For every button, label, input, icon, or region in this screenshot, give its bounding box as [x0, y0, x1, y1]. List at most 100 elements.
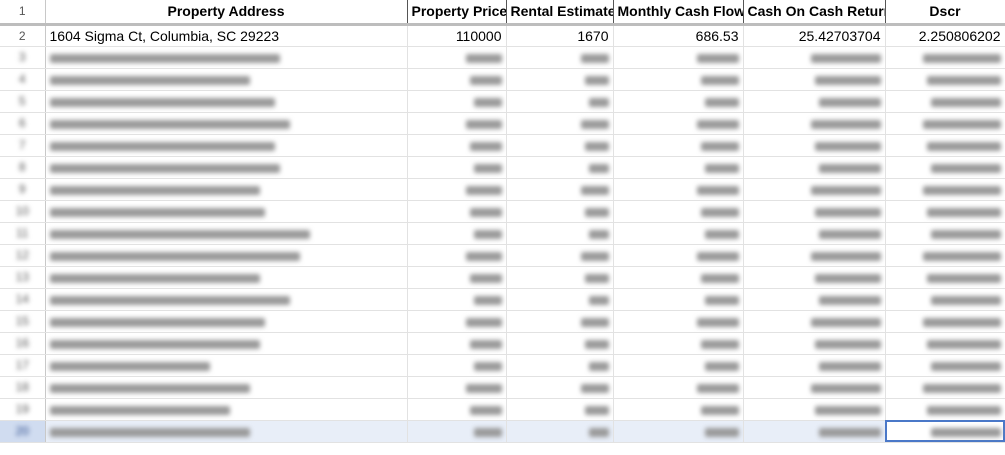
cell-rental[interactable] — [506, 398, 614, 421]
cell-dscr[interactable] — [885, 156, 1005, 179]
cell-address[interactable] — [45, 112, 408, 135]
row-number[interactable]: 19 — [0, 398, 46, 421]
cell-rental[interactable] — [506, 46, 614, 69]
cell-address[interactable] — [45, 46, 408, 69]
cell-address[interactable] — [45, 134, 408, 157]
cell-dscr[interactable] — [885, 310, 1005, 333]
cell-dscr[interactable] — [885, 46, 1005, 69]
cell-coc-return[interactable] — [743, 134, 886, 157]
cell-dscr[interactable] — [885, 288, 1005, 311]
row-number[interactable]: 20 — [0, 420, 46, 443]
cell-address[interactable] — [45, 420, 408, 443]
cell-rental[interactable] — [506, 68, 614, 91]
cell-rental[interactable] — [506, 156, 614, 179]
row-number[interactable]: 11 — [0, 222, 46, 245]
column-header-address[interactable]: Property Address — [45, 0, 408, 26]
row-number[interactable]: 6 — [0, 112, 46, 135]
cell-address[interactable] — [45, 90, 408, 113]
cell-rental[interactable] — [506, 112, 614, 135]
row-number[interactable]: 12 — [0, 244, 46, 267]
cell-address[interactable] — [45, 332, 408, 355]
cell-rental[interactable] — [506, 134, 614, 157]
cell-dscr[interactable] — [885, 90, 1005, 113]
cell-cash-flow[interactable] — [613, 266, 744, 289]
cell-price[interactable] — [407, 376, 507, 399]
cell-coc-return[interactable] — [743, 90, 886, 113]
cell-coc-return[interactable] — [743, 420, 886, 443]
row-number[interactable]: 14 — [0, 288, 46, 311]
cell-rental[interactable]: 1670 — [506, 24, 614, 47]
cell-rental[interactable] — [506, 288, 614, 311]
cell-coc-return[interactable] — [743, 376, 886, 399]
cell-dscr[interactable] — [885, 68, 1005, 91]
cell-address[interactable] — [45, 310, 408, 333]
cell-dscr[interactable] — [885, 420, 1005, 443]
column-header-dscr[interactable]: Dscr — [885, 0, 1005, 26]
cell-cash-flow[interactable] — [613, 90, 744, 113]
cell-cash-flow[interactable] — [613, 420, 744, 443]
cell-cash-flow[interactable] — [613, 398, 744, 421]
cell-cash-flow[interactable] — [613, 332, 744, 355]
cell-address[interactable] — [45, 68, 408, 91]
cell-coc-return[interactable] — [743, 46, 886, 69]
cell-cash-flow[interactable] — [613, 354, 744, 377]
cell-coc-return[interactable] — [743, 222, 886, 245]
row-number[interactable]: 18 — [0, 376, 46, 399]
cell-rental[interactable] — [506, 178, 614, 201]
row-number[interactable]: 8 — [0, 156, 46, 179]
cell-rental[interactable] — [506, 244, 614, 267]
cell-cash-flow[interactable] — [613, 200, 744, 223]
column-header-cash-flow[interactable]: Monthly Cash Flow — [613, 0, 744, 26]
cell-coc-return[interactable] — [743, 178, 886, 201]
cell-dscr[interactable] — [885, 222, 1005, 245]
cell-cash-flow[interactable] — [613, 68, 744, 91]
cell-dscr[interactable] — [885, 134, 1005, 157]
cell-rental[interactable] — [506, 266, 614, 289]
cell-coc-return[interactable] — [743, 68, 886, 91]
cell-cash-flow[interactable] — [613, 112, 744, 135]
cell-price[interactable] — [407, 178, 507, 201]
cell-coc-return[interactable] — [743, 112, 886, 135]
cell-coc-return[interactable]: 25.42703704 — [743, 24, 886, 47]
row-number[interactable]: 10 — [0, 200, 46, 223]
cell-price[interactable] — [407, 90, 507, 113]
cell-cash-flow[interactable] — [613, 288, 744, 311]
cell-coc-return[interactable] — [743, 200, 886, 223]
cell-cash-flow[interactable] — [613, 222, 744, 245]
row-number[interactable]: 1 — [0, 0, 46, 26]
cell-coc-return[interactable] — [743, 310, 886, 333]
cell-address[interactable] — [45, 178, 408, 201]
cell-dscr[interactable] — [885, 112, 1005, 135]
cell-address[interactable] — [45, 222, 408, 245]
cell-dscr[interactable] — [885, 178, 1005, 201]
cell-coc-return[interactable] — [743, 354, 886, 377]
cell-cash-flow[interactable] — [613, 178, 744, 201]
cell-cash-flow[interactable] — [613, 134, 744, 157]
cell-address[interactable]: 1604 Sigma Ct, Columbia, SC 29223 — [45, 24, 408, 47]
row-number[interactable]: 9 — [0, 178, 46, 201]
row-number[interactable]: 3 — [0, 46, 46, 69]
cell-rental[interactable] — [506, 376, 614, 399]
cell-dscr[interactable]: 2.250806202 — [885, 24, 1005, 47]
cell-address[interactable] — [45, 354, 408, 377]
cell-rental[interactable] — [506, 90, 614, 113]
cell-price[interactable] — [407, 244, 507, 267]
row-number[interactable]: 7 — [0, 134, 46, 157]
cell-rental[interactable] — [506, 354, 614, 377]
cell-cash-flow[interactable] — [613, 310, 744, 333]
cell-dscr[interactable] — [885, 332, 1005, 355]
cell-coc-return[interactable] — [743, 156, 886, 179]
cell-price[interactable] — [407, 310, 507, 333]
cell-dscr[interactable] — [885, 398, 1005, 421]
cell-cash-flow[interactable] — [613, 156, 744, 179]
cell-price[interactable]: 110000 — [407, 24, 507, 47]
cell-rental[interactable] — [506, 222, 614, 245]
cell-price[interactable] — [407, 354, 507, 377]
cell-rental[interactable] — [506, 332, 614, 355]
cell-cash-flow[interactable] — [613, 46, 744, 69]
cell-address[interactable] — [45, 244, 408, 267]
cell-address[interactable] — [45, 156, 408, 179]
row-number[interactable]: 17 — [0, 354, 46, 377]
row-number[interactable]: 5 — [0, 90, 46, 113]
row-number[interactable]: 4 — [0, 68, 46, 91]
